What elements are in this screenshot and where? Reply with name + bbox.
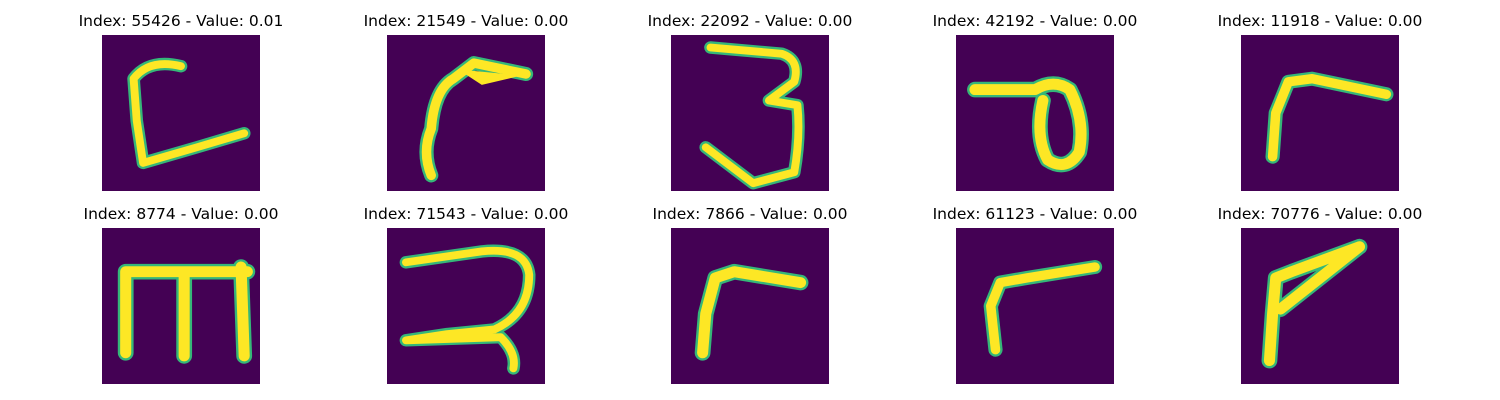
panel-7: Index: 71543 - Value: 0.00 <box>321 193 611 384</box>
panel-title: Index: 11918 - Value: 0.00 <box>1217 12 1423 30</box>
panel-1: Index: 55426 - Value: 0.01 <box>36 0 326 191</box>
panel-title: Index: 70776 - Value: 0.00 <box>1217 205 1423 223</box>
digit-image <box>1241 228 1399 384</box>
digit-image <box>956 228 1114 384</box>
panel-title: Index: 22092 - Value: 0.00 <box>647 12 853 30</box>
digit-image <box>102 228 260 384</box>
panel-title: Index: 7866 - Value: 0.00 <box>652 205 848 223</box>
panel-title: Index: 71543 - Value: 0.00 <box>363 205 569 223</box>
panel-8: Index: 7866 - Value: 0.00 <box>605 193 895 384</box>
digit-image <box>387 35 545 191</box>
digit-image <box>671 35 829 191</box>
digit-image <box>1241 35 1399 191</box>
digit-image <box>387 228 545 384</box>
panel-title: Index: 21549 - Value: 0.00 <box>363 12 569 30</box>
panel-title: Index: 42192 - Value: 0.00 <box>932 12 1138 30</box>
panel-3: Index: 22092 - Value: 0.00 <box>605 0 895 191</box>
panel-4: Index: 42192 - Value: 0.00 <box>890 0 1180 191</box>
panel-10: Index: 70776 - Value: 0.00 <box>1175 193 1465 384</box>
panel-9: Index: 61123 - Value: 0.00 <box>890 193 1180 384</box>
panel-5: Index: 11918 - Value: 0.00 <box>1175 0 1465 191</box>
panel-title: Index: 8774 - Value: 0.00 <box>83 205 279 223</box>
digit-image <box>956 35 1114 191</box>
panel-2: Index: 21549 - Value: 0.00 <box>321 0 611 191</box>
panel-title: Index: 55426 - Value: 0.01 <box>78 12 284 30</box>
panel-6: Index: 8774 - Value: 0.00 <box>36 193 326 384</box>
panel-title: Index: 61123 - Value: 0.00 <box>932 205 1138 223</box>
digit-image <box>671 228 829 384</box>
digit-image <box>102 35 260 191</box>
